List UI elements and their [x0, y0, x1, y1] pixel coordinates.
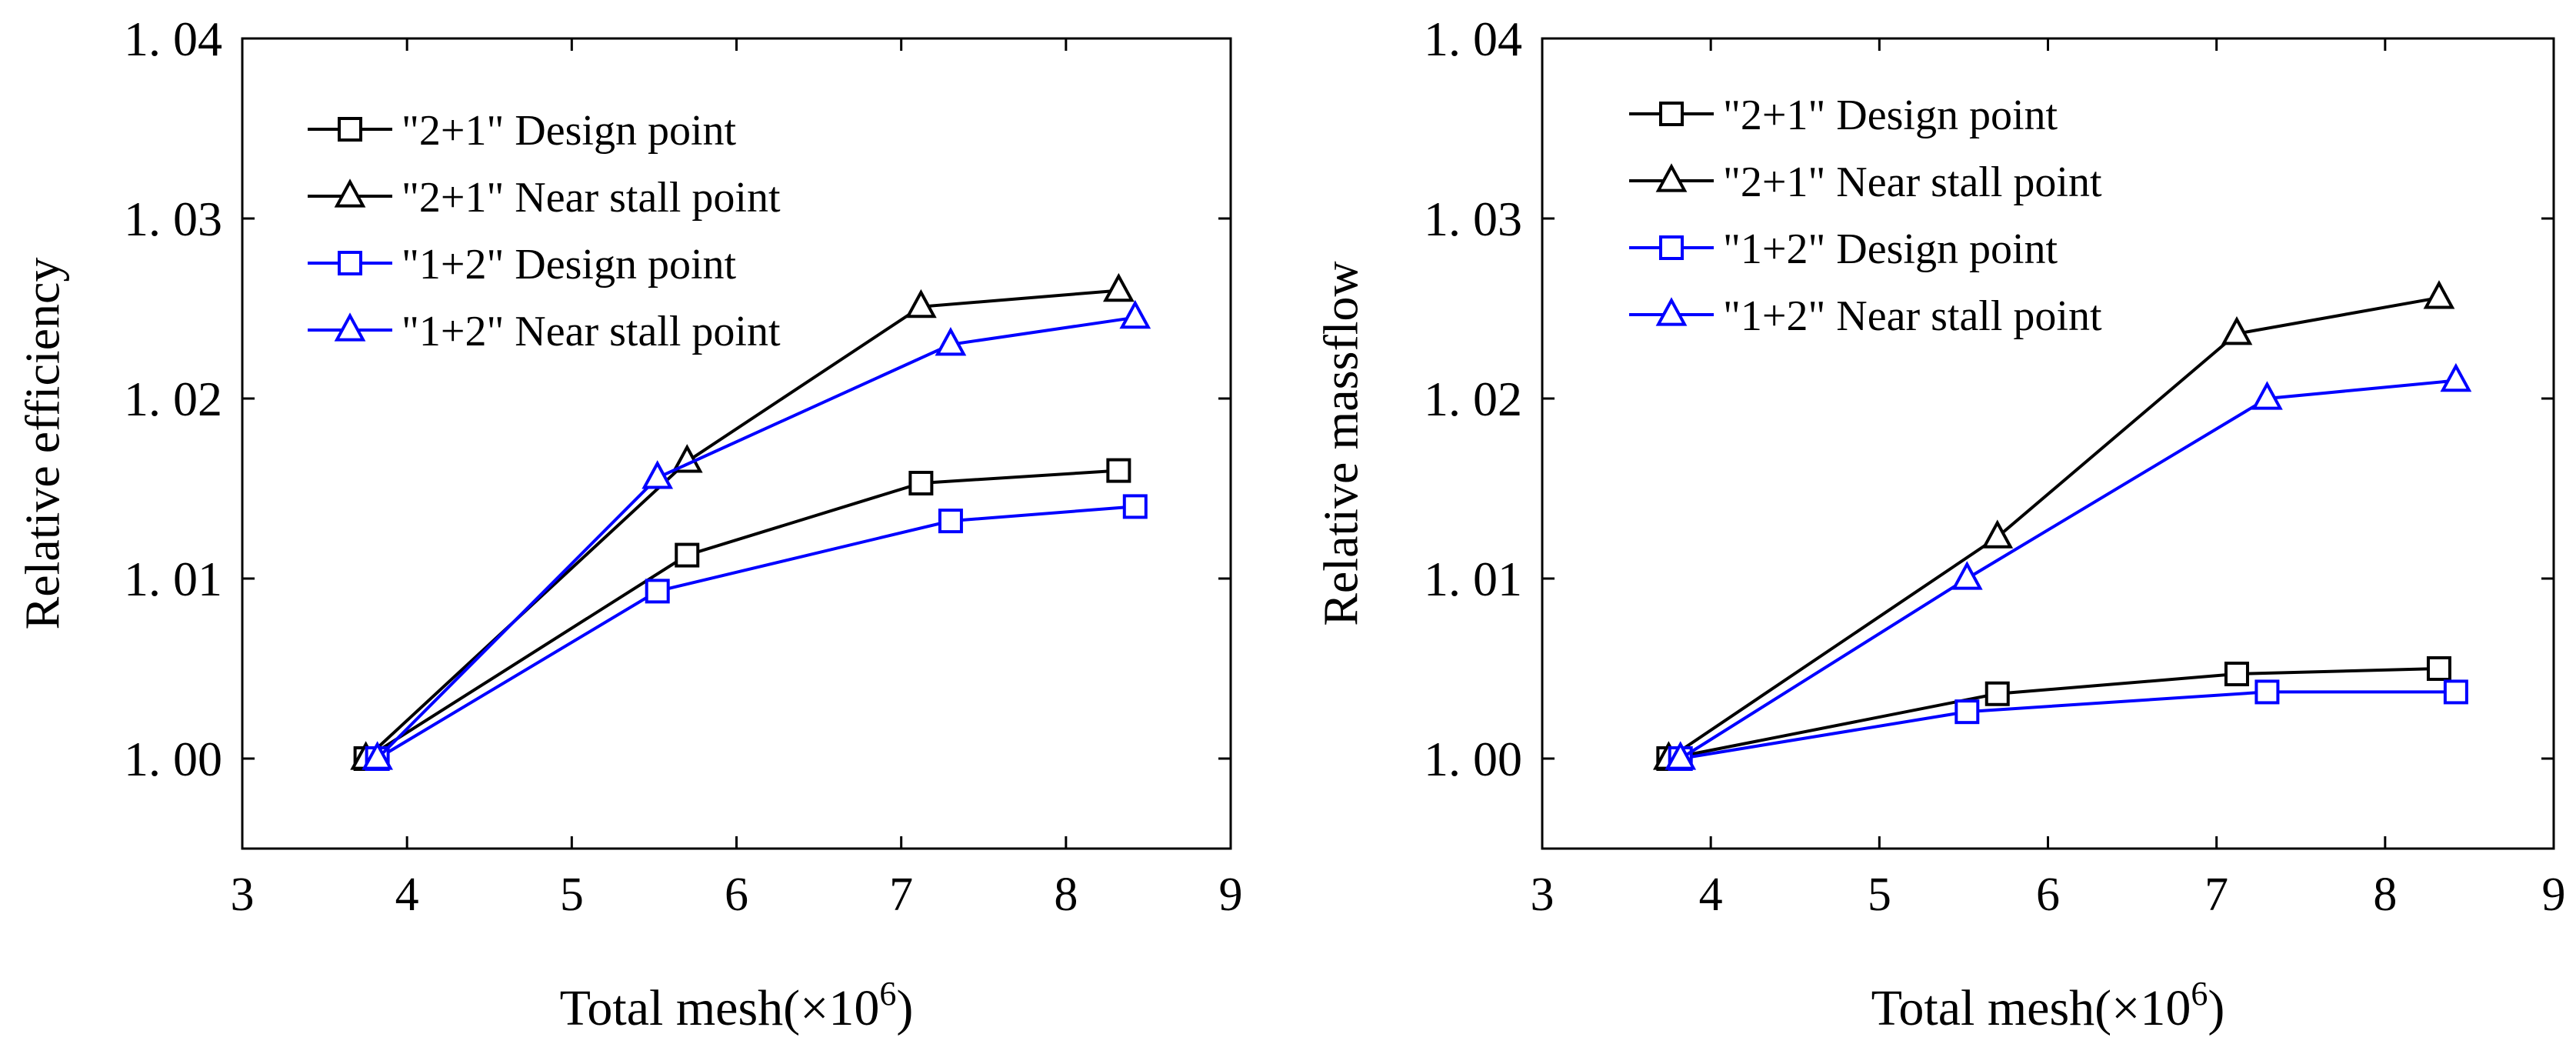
chart-relative-massflow: 3 4 5 6 7 8 9 1. 00 1. 01 1. 02 1. 03 1. 04 Relative…	[1314, 12, 2566, 1036]
data-point	[645, 579, 670, 604]
legend-label: "1+2" Near stall point	[402, 308, 781, 355]
x-tick-label: 3	[231, 869, 255, 921]
x-tick-label: 4	[1699, 869, 1723, 921]
legend: "2+1" Design point "2+1" Near stall point…	[308, 107, 781, 355]
x-axis-label: Total mesh(×106)	[1871, 975, 2225, 1036]
y-tick-label: 1. 01	[1424, 552, 1522, 606]
x-tick-label: 5	[1868, 869, 1891, 921]
legend-label: "2+1" Design point	[402, 107, 737, 155]
y-tick-label: 1. 04	[124, 12, 222, 66]
data-point	[2426, 656, 2451, 681]
legend-label: "2+1" Near stall point	[1723, 158, 2102, 206]
legend-marker	[334, 312, 366, 342]
legend-label: "1+2" Design point	[402, 241, 737, 289]
x-axis-label: Total mesh(×106)	[560, 975, 914, 1036]
data-point	[1665, 741, 1697, 770]
legend-label: "2+1" Near stall point	[402, 174, 781, 222]
data-point	[1119, 299, 1151, 329]
series-0	[353, 458, 1131, 771]
series-line	[376, 315, 1136, 760]
series-2	[365, 494, 1148, 771]
x-tick-label: 6	[725, 869, 748, 921]
x-tick-label: 5	[560, 869, 584, 921]
series-line	[365, 469, 1119, 760]
legend-label: "1+2" Near stall point	[1723, 292, 2102, 340]
data-point	[935, 327, 967, 356]
series-line	[1668, 667, 2440, 760]
x-tick-label: 3	[1531, 869, 1555, 921]
series-line	[1680, 690, 2456, 760]
x-tick-label: 7	[2204, 869, 2228, 921]
data-point	[2224, 662, 2249, 687]
y-tick-label: 1. 03	[124, 192, 222, 246]
series-line	[1679, 379, 2457, 760]
series-0	[1656, 656, 2451, 771]
x-tick-label: 4	[395, 869, 419, 921]
data-point	[1981, 519, 2014, 549]
legend-marker	[1655, 163, 1688, 192]
y-tick-label: 1. 00	[124, 732, 222, 786]
legend-marker	[1655, 297, 1688, 326]
data-point	[2251, 381, 2283, 410]
x-tick-label: 9	[1219, 869, 1243, 921]
y-axis-label: Relative efficiency	[15, 258, 70, 630]
y-tick-label: 1. 02	[124, 372, 222, 426]
series-line	[1668, 295, 2440, 760]
data-point	[1951, 561, 1983, 590]
data-point	[671, 444, 703, 473]
data-point	[362, 741, 393, 770]
y-tick-label: 1. 02	[1424, 372, 1522, 426]
series-1	[1653, 280, 2455, 770]
legend-label: "1+2" Design point	[1723, 225, 2058, 273]
series-line	[376, 505, 1135, 760]
data-point	[642, 460, 674, 489]
x-tick-label: 9	[2542, 869, 2566, 921]
series-3	[1665, 362, 2472, 770]
legend-marker	[338, 117, 362, 142]
y-tick-label: 1. 00	[1424, 732, 1522, 786]
data-point	[938, 509, 963, 534]
plot-frame	[241, 37, 1232, 850]
data-point	[908, 470, 934, 495]
data-point	[1954, 699, 1980, 725]
y-tick-label: 1. 01	[124, 552, 222, 606]
chart-relative-efficiency: 3 4 5 6 7 8 9 1. 00 1. 01 1. 02 1. 03 1. 04 Relative…	[15, 12, 1243, 1036]
x-tick-label: 8	[2373, 869, 2397, 921]
legend-label: "2+1" Design point	[1723, 92, 2058, 139]
data-point	[1122, 494, 1148, 519]
legend-marker	[1659, 235, 1684, 260]
legend: "2+1" Design point "2+1" Near stall point…	[1629, 92, 2102, 340]
series-2	[1668, 679, 2468, 771]
x-tick-label: 7	[889, 869, 913, 921]
legend-marker	[1659, 102, 1684, 126]
series-3	[362, 299, 1151, 770]
data-point	[1984, 681, 2010, 706]
data-point	[2254, 679, 2280, 705]
legend-marker	[334, 178, 366, 208]
y-tick-label: 1. 04	[1424, 12, 1522, 66]
data-point	[1102, 272, 1135, 302]
data-point	[675, 542, 700, 568]
data-point	[905, 289, 937, 319]
legend-marker	[338, 251, 362, 275]
x-tick-label: 8	[1054, 869, 1078, 921]
data-point	[2443, 679, 2468, 705]
data-point	[2423, 280, 2455, 309]
x-tick-label: 6	[2036, 869, 2060, 921]
data-point	[2440, 362, 2472, 392]
y-tick-label: 1. 03	[1424, 192, 1522, 246]
data-point	[1106, 458, 1131, 483]
y-axis-label: Relative massflow	[1314, 261, 1368, 626]
data-point	[2221, 315, 2253, 345]
